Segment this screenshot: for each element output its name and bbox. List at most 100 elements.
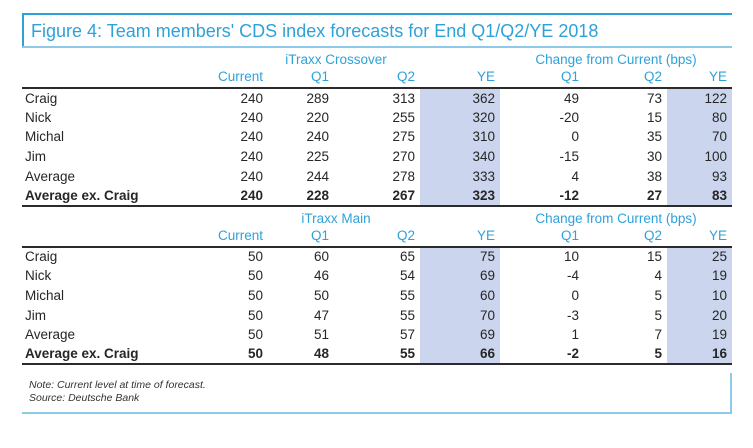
source-text: Source: Deutsche Bank (29, 392, 140, 405)
group-header-change-from-current: Change from Current (bps) (535, 210, 697, 226)
table-row: Craig 240 289 313 362 49 73 122 (22, 88, 733, 108)
cell: 4 (571, 168, 580, 184)
cell: 35 (646, 129, 663, 145)
cell: 278 (392, 168, 415, 184)
cell: 50 (247, 249, 263, 265)
row-label: Craig (25, 90, 58, 106)
cell: 75 (420, 246, 501, 267)
cell: 48 (268, 344, 334, 366)
group-header-itraxx-crossover: iTraxx Crossover (285, 52, 387, 67)
cell: -20 (559, 109, 580, 125)
col-header-ye: YE (420, 69, 501, 89)
cell: 69 (420, 324, 501, 345)
cell: 5 (584, 344, 668, 366)
row-label: Michal (25, 288, 65, 304)
title-underline (22, 46, 732, 48)
cell: 15 (646, 109, 663, 125)
cell: 323 (420, 185, 501, 207)
cell: 55 (399, 288, 415, 304)
col-header-q1: Q1 (268, 227, 334, 248)
figure-title-box: Figure 4: Team members' CDS index foreca… (22, 13, 732, 46)
cell: 225 (306, 149, 329, 165)
row-label: Average ex. Craig (22, 344, 172, 366)
cell: 240 (240, 149, 263, 165)
cell: 50 (172, 344, 268, 366)
cell: 4 (654, 268, 663, 284)
cell: 7 (654, 327, 663, 343)
cell: 244 (306, 168, 329, 184)
cell: 73 (646, 90, 663, 106)
cell: 50 (247, 307, 263, 323)
col-header-q2: Q2 (334, 227, 420, 248)
figure-content: Figure 4: Team members' CDS index foreca… (22, 13, 733, 415)
cell: 1 (571, 327, 580, 343)
cell: 240 (172, 185, 268, 207)
cell: 362 (420, 88, 501, 108)
row-label: Average ex. Craig (22, 185, 172, 207)
cell: 270 (392, 149, 415, 165)
cell: 16 (667, 344, 733, 366)
group-header-change-from-current: Change from Current (bps) (535, 52, 697, 67)
cell: 320 (420, 107, 501, 128)
cell: -4 (567, 268, 580, 284)
col-header-q2: Q2 (334, 69, 420, 89)
cell: 240 (240, 168, 263, 184)
cell: 70 (420, 305, 501, 325)
group-header-itraxx-main: iTraxx Main (301, 210, 371, 226)
cell: 310 (420, 127, 501, 147)
cell: 240 (240, 129, 263, 145)
cell: 25 (667, 246, 733, 267)
cell: 27 (584, 185, 668, 207)
cell: -2 (500, 344, 585, 366)
cell: 46 (313, 268, 329, 284)
table-row: Nick 240 220 255 320 -20 15 80 (22, 107, 733, 128)
cell: 80 (667, 107, 733, 128)
table-row: Nick 50 46 54 69 -4 4 19 (22, 266, 733, 286)
cell: 50 (247, 268, 263, 284)
table-row: Michal 240 240 275 310 0 35 70 (22, 127, 733, 147)
cell: 333 (420, 166, 501, 186)
cell: 267 (334, 185, 420, 207)
cell: 240 (306, 129, 329, 145)
cell: 19 (667, 324, 733, 345)
cell: -12 (500, 185, 585, 207)
col-header-q1-change: Q1 (500, 69, 585, 89)
cell: 20 (667, 305, 733, 325)
col-header-ye: YE (420, 227, 501, 248)
header-spacer (22, 69, 172, 89)
table-row: Jim 240 225 270 340 -15 30 100 (22, 146, 733, 167)
cell: 240 (240, 109, 263, 125)
cell: 275 (392, 129, 415, 145)
col-header-current: Current (172, 69, 268, 89)
column-header-row: Current Q1 Q2 YE Q1 Q2 YE (22, 227, 733, 248)
cell: 83 (667, 185, 733, 207)
col-header-current: Current (172, 227, 268, 248)
table-row: Craig 50 60 65 75 10 15 25 (22, 246, 733, 267)
cell: 30 (646, 149, 663, 165)
cell: 55 (334, 344, 420, 366)
header-spacer (22, 227, 172, 248)
row-label: Jim (25, 307, 46, 323)
table-row: Michal 50 50 55 60 0 5 10 (22, 285, 733, 306)
table-row: Average 240 244 278 333 4 38 93 (22, 166, 733, 186)
col-header-ye-change: YE (667, 227, 733, 248)
table-row: Jim 50 47 55 70 -3 5 20 (22, 305, 733, 325)
cell: 38 (646, 168, 663, 184)
cell: 340 (420, 146, 501, 167)
cell: 220 (306, 109, 329, 125)
note-text: Note: Current level at time of forecast. (29, 379, 206, 392)
cell: 10 (667, 285, 733, 306)
cell: 57 (399, 327, 415, 343)
cell: 66 (420, 344, 501, 366)
cell: 228 (268, 185, 334, 207)
cell: 54 (399, 268, 415, 284)
row-label: Average (25, 327, 76, 343)
table-row-average-ex-craig: Average ex. Craig 240 228 267 323 -12 27… (22, 185, 733, 207)
cell: 69 (420, 266, 501, 286)
footnote-box: Note: Current level at time of forecast.… (22, 373, 732, 415)
cell: 70 (667, 127, 733, 147)
group-header-row: iTraxx Main Change from Current (bps) (22, 207, 732, 228)
cell: 100 (667, 146, 733, 167)
figure-title: Figure 4: Team members' CDS index foreca… (31, 21, 599, 41)
